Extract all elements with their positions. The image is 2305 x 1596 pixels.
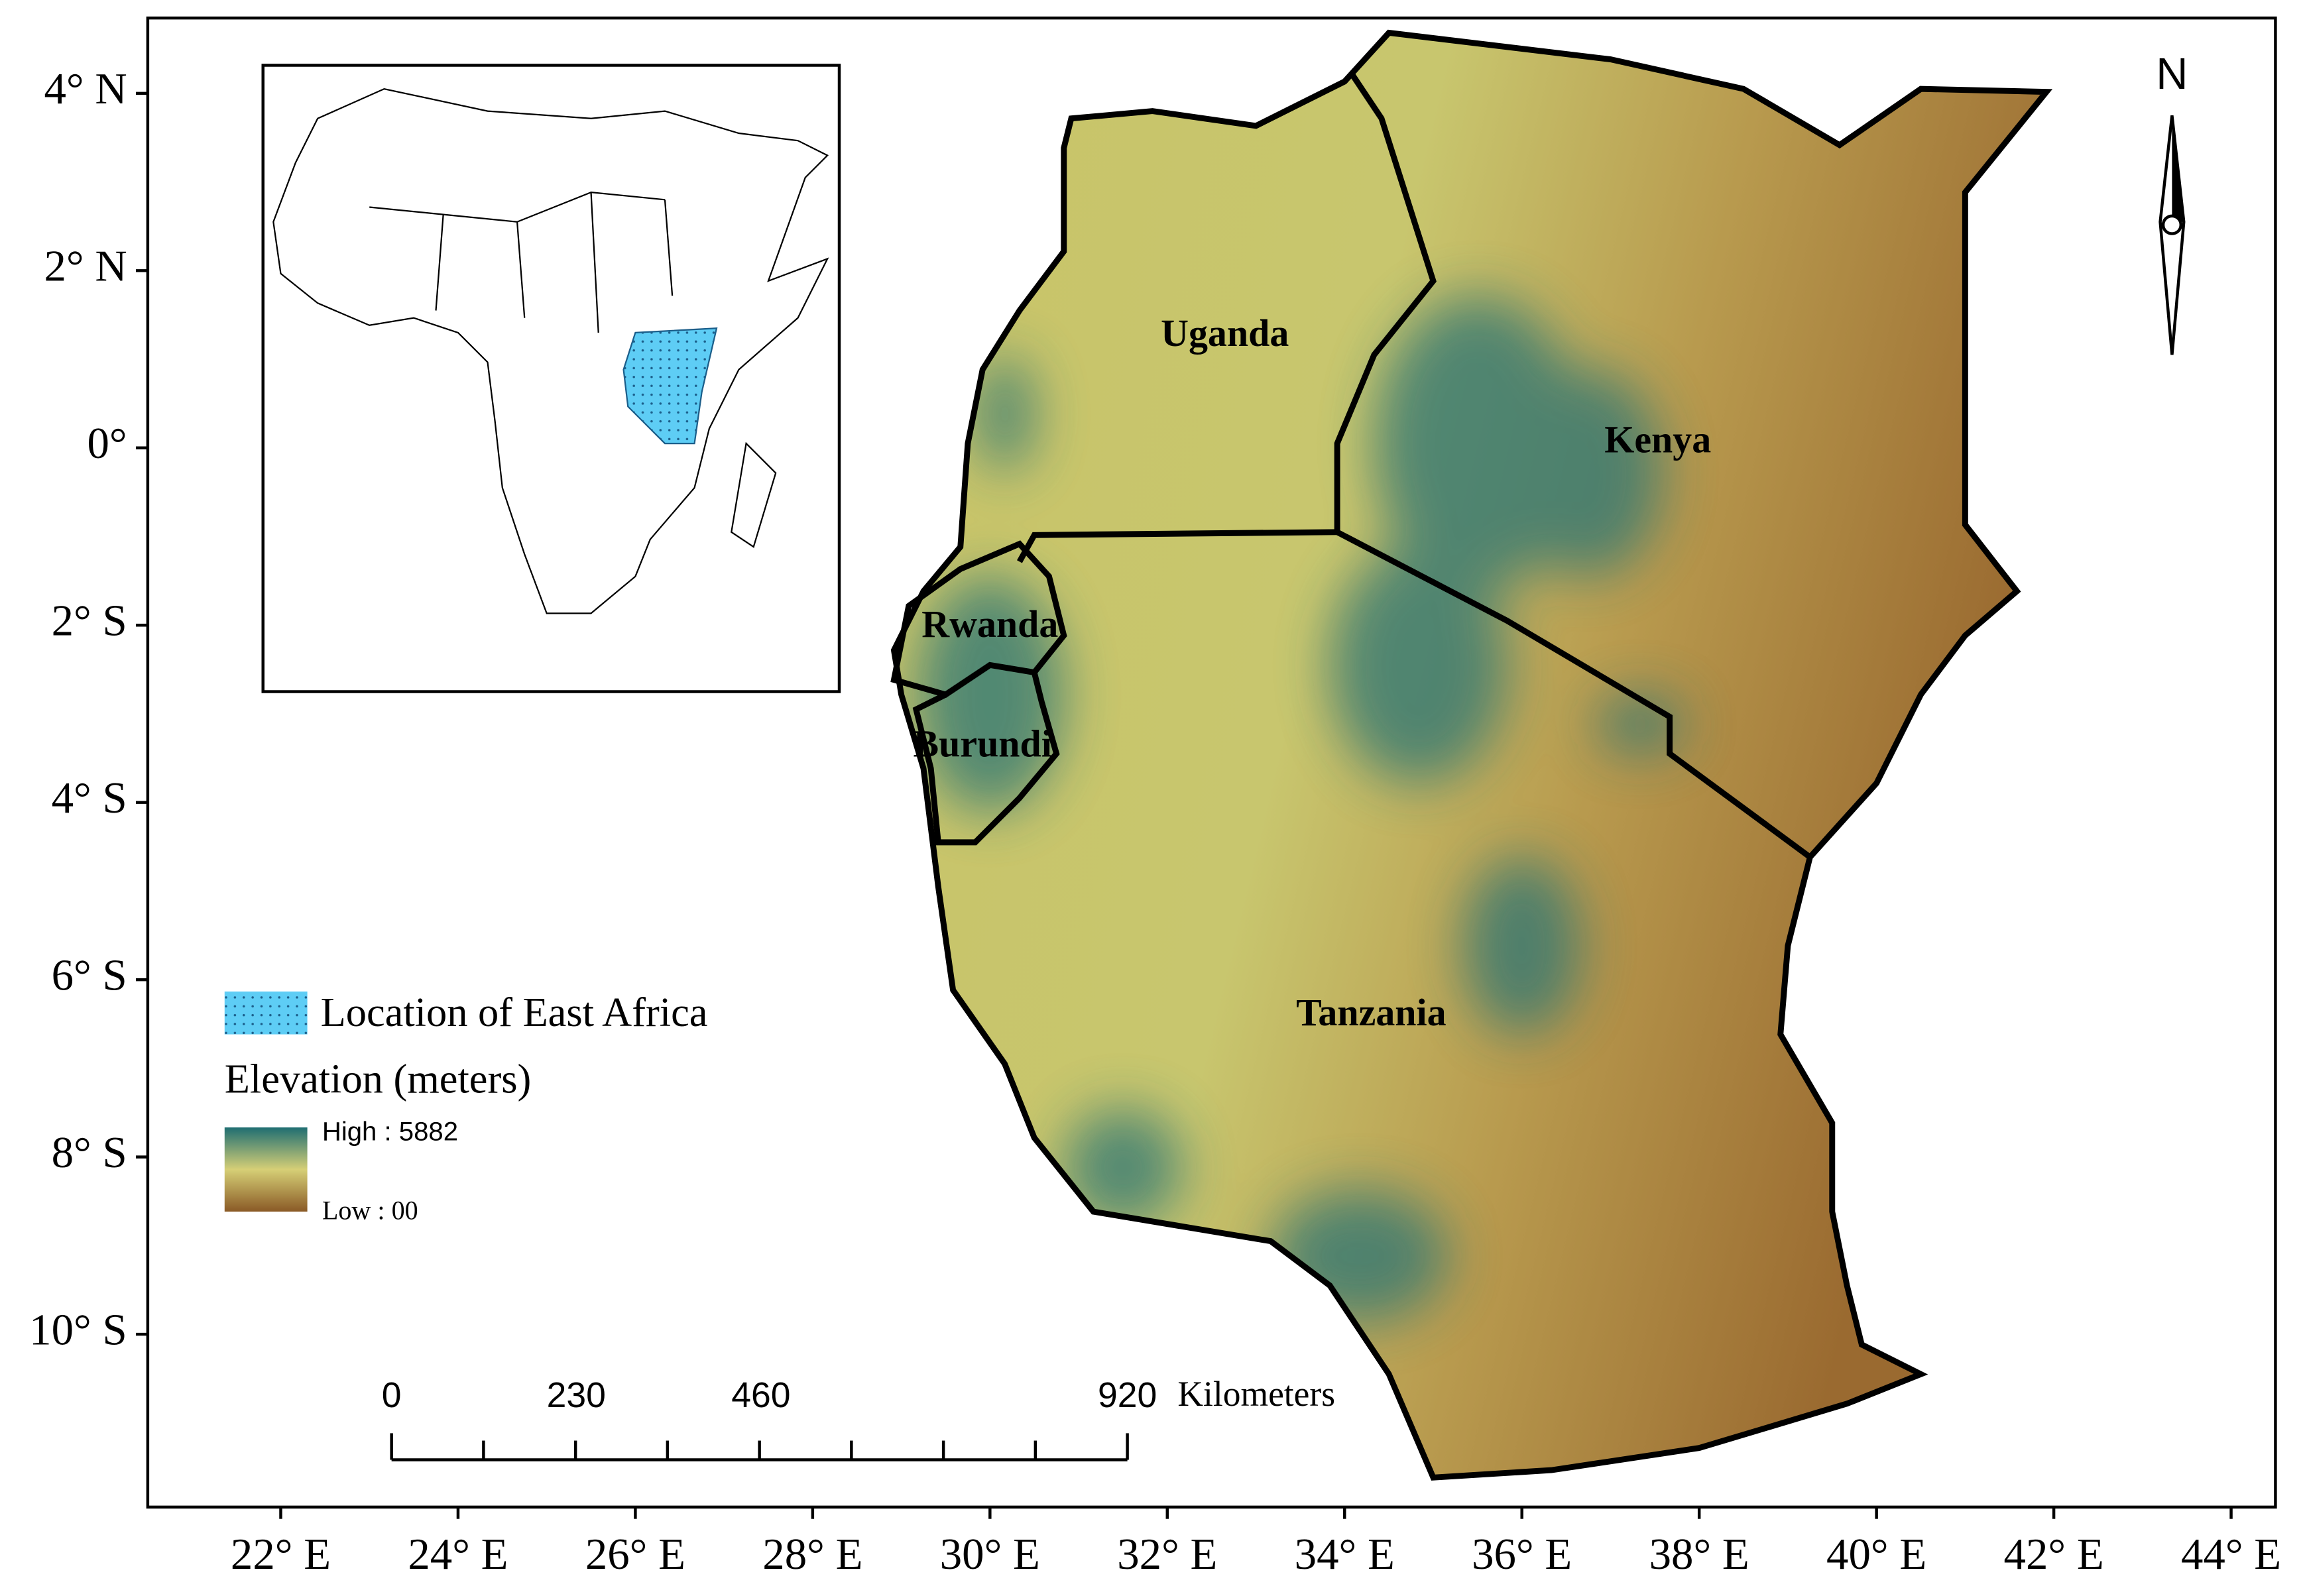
inset-frame <box>261 64 841 693</box>
inset-east-africa <box>622 327 718 445</box>
country-label: Uganda <box>1161 312 1289 355</box>
lat-label: 8° S <box>52 1128 127 1177</box>
lon-label: 24° E <box>408 1530 508 1579</box>
scale-label: 460 <box>731 1376 790 1415</box>
elevation-ramp <box>224 1127 308 1212</box>
legend-title: Elevation (meters) <box>225 1056 532 1102</box>
scale-unit: Kilometers <box>1177 1374 1335 1414</box>
north-arrow-center <box>2161 214 2183 235</box>
lat-label: 6° S <box>52 950 127 999</box>
lon-label: 34° E <box>1295 1530 1395 1579</box>
lon-label: 44° E <box>2181 1530 2281 1579</box>
lat-label: 2° N <box>44 242 127 291</box>
scale-label: 230 <box>547 1376 606 1415</box>
lat-label: 4° S <box>52 773 127 823</box>
lon-label: 40° E <box>1826 1530 1926 1579</box>
north-arrow-half <box>2172 115 2184 222</box>
lat-label: 4° N <box>44 64 127 113</box>
lon-label: 30° E <box>940 1530 1040 1579</box>
lon-label: 28° E <box>762 1530 862 1579</box>
legend-low: Low : 00 <box>322 1196 418 1226</box>
country-label: Tanzania <box>1296 991 1447 1034</box>
legend-swatch <box>224 991 308 1035</box>
country-label: Kenya <box>1604 418 1711 461</box>
scale-label: 0 <box>382 1376 402 1415</box>
lon-label: 38° E <box>1649 1530 1749 1579</box>
country-borders <box>890 72 1812 860</box>
lon-label: 26° E <box>585 1530 685 1579</box>
lat-label: 2° S <box>52 597 127 646</box>
lon-label: 42° E <box>2004 1530 2104 1579</box>
scale-bar <box>390 1433 1129 1461</box>
scale-label: 920 <box>1098 1376 1157 1415</box>
country-label: Burundi <box>914 722 1052 766</box>
country-label: Rwanda <box>921 602 1058 646</box>
lat-label: 0° <box>88 419 127 468</box>
legend-high: High : 5882 <box>322 1117 458 1147</box>
lon-label: 32° E <box>1117 1530 1217 1579</box>
inset-africa <box>272 87 829 614</box>
lon-label: 36° E <box>1472 1530 1572 1579</box>
lat-label: 10° S <box>29 1305 127 1354</box>
legend-label: Location of East Africa <box>321 990 708 1035</box>
north-label: N <box>2156 49 2188 99</box>
axes: 4° N 2° N 0° 2° S 4° S 6° S 8° S 10° S 22° E 24° … <box>29 64 2281 1579</box>
lon-label: 22° E <box>231 1530 331 1579</box>
